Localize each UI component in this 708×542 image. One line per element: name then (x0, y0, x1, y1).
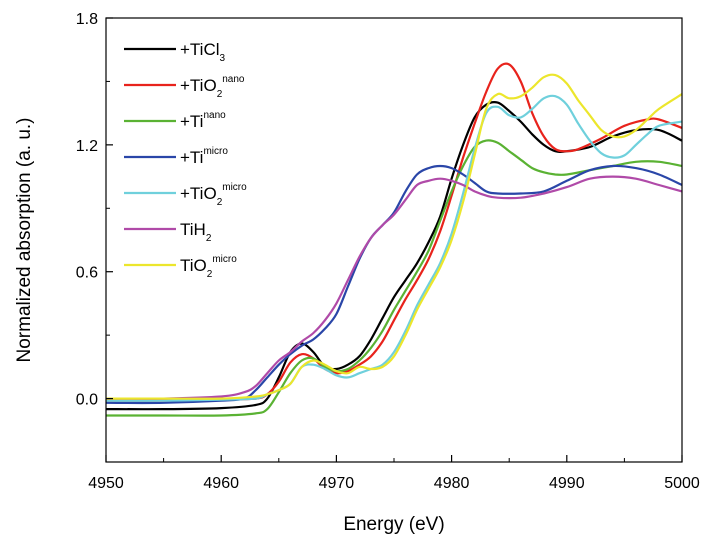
legend-label-3: +Timicro (180, 146, 228, 167)
x-tick-label-5: 5000 (664, 475, 700, 492)
legend-label-2: +Tinano (180, 110, 226, 131)
legend-label-6: TiO2micro (180, 254, 237, 280)
legend-label-1: +TiO2nano (180, 74, 245, 100)
x-tick-label-0: 4950 (88, 475, 124, 492)
legend-label-4: +TiO2micro (180, 182, 247, 208)
y-tick-label-0: 0.0 (76, 392, 98, 409)
series-line-3 (105, 164, 683, 405)
x-tick-label-4: 4990 (549, 475, 585, 492)
y-tick-label-2: 1.2 (76, 138, 98, 155)
x-tick-label-3: 4980 (434, 475, 470, 492)
x-axis-title: Energy (eV) (343, 514, 444, 535)
tick-layer: 4950 4960 4970 4980 4990 5000 0.0 0.6 1.2 1.8 (76, 11, 700, 492)
y-tick-label-1: 0.6 (76, 265, 98, 282)
legend: +TiCl3 +TiO2nano +Tinano +Timicro +TiO2micro… (124, 40, 247, 280)
series-line-1 (105, 62, 683, 402)
y-axis-title: Normalized absorption (a. u.) (14, 118, 35, 363)
series-line-2 (106, 139, 683, 417)
series-line-6 (106, 73, 683, 400)
series-layer (105, 62, 683, 417)
y-tick-label-3: 1.8 (76, 11, 98, 28)
x-tick-label-1: 4960 (203, 475, 239, 492)
x-tick-label-2: 4970 (319, 475, 355, 492)
legend-label-0: +TiCl3 (180, 40, 226, 64)
legend-label-5: TiH2 (180, 220, 212, 244)
series-line-5 (105, 175, 683, 400)
